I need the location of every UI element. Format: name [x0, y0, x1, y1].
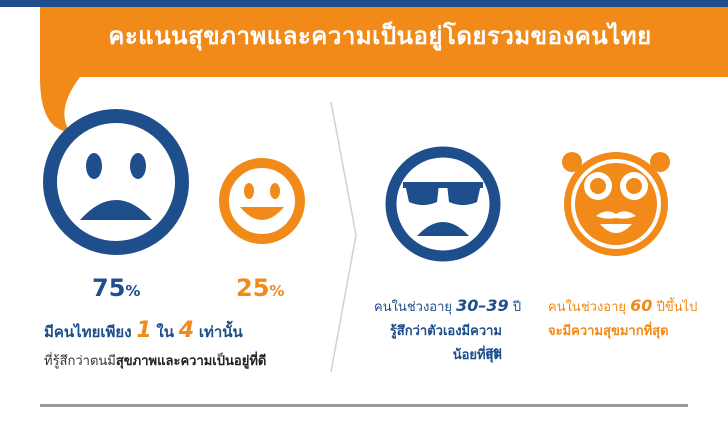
sad-face-icon [43, 109, 189, 255]
middle-line-1: คนในช่วงอายุ 30–39 ปี [374, 296, 521, 317]
happy-face-icon [219, 158, 305, 244]
left-line-2: ที่รู้สึกว่าตนมีสุขภาพและความเป็นอยู่ที่… [44, 350, 266, 371]
footer-divider [40, 404, 688, 407]
left-line1-n2: 4 [178, 318, 195, 343]
left-line2-bold: สุขภาพและความเป็นอยู่ที่ดี [115, 354, 267, 369]
right-line1-pre: คนในช่วงอายุ [548, 300, 627, 315]
happy-pct-value: 25 [236, 274, 270, 302]
sad-pct-value: 75 [92, 274, 126, 302]
top-accent-line [0, 0, 728, 7]
happy-pct-unit: % [269, 282, 285, 300]
sad-pct-unit: % [125, 282, 141, 300]
middle-line1-post: ปี [512, 300, 522, 315]
title-banner [40, 7, 728, 77]
left-line1-post: เท่านั้น [198, 323, 243, 341]
happy-percentage: 25% [236, 274, 284, 302]
right-line-1: คนในช่วงอายุ 60 ปีขึ้นไป [548, 296, 697, 317]
banner-title: คะแนนสุขภาพและความเป็นอยู่โดยรวมของคนไทย [108, 22, 652, 50]
sad-percentage: 75% [92, 274, 140, 302]
right-line-2: จะมีความสุขมากที่สุด [548, 324, 669, 339]
left-line1-n1: 1 [136, 318, 152, 343]
right-line1-post: ปีขึ้นไป [656, 300, 698, 315]
left-line2-pre: ที่รู้สึกว่าตนมี [44, 354, 116, 369]
left-line1-mid: ใน [156, 323, 174, 341]
sunglasses-face-icon [385, 146, 501, 262]
middle-line-3: น้อยที่สุด [452, 348, 502, 363]
middle-line1-pre: คนในช่วงอายุ [374, 300, 453, 315]
middle-line-2: รู้สึกว่าตัวเองมีความสุข [389, 324, 502, 360]
elderly-happy-face-icon [562, 152, 670, 256]
left-line1-pre: มีคนไทยเพียง [44, 323, 132, 341]
left-line-1: มีคนไทยเพียง 1 ใน 4 เท่านั้น [44, 318, 243, 344]
middle-line1-range: 30–39 [456, 296, 509, 315]
right-line1-age: 60 [630, 296, 653, 315]
